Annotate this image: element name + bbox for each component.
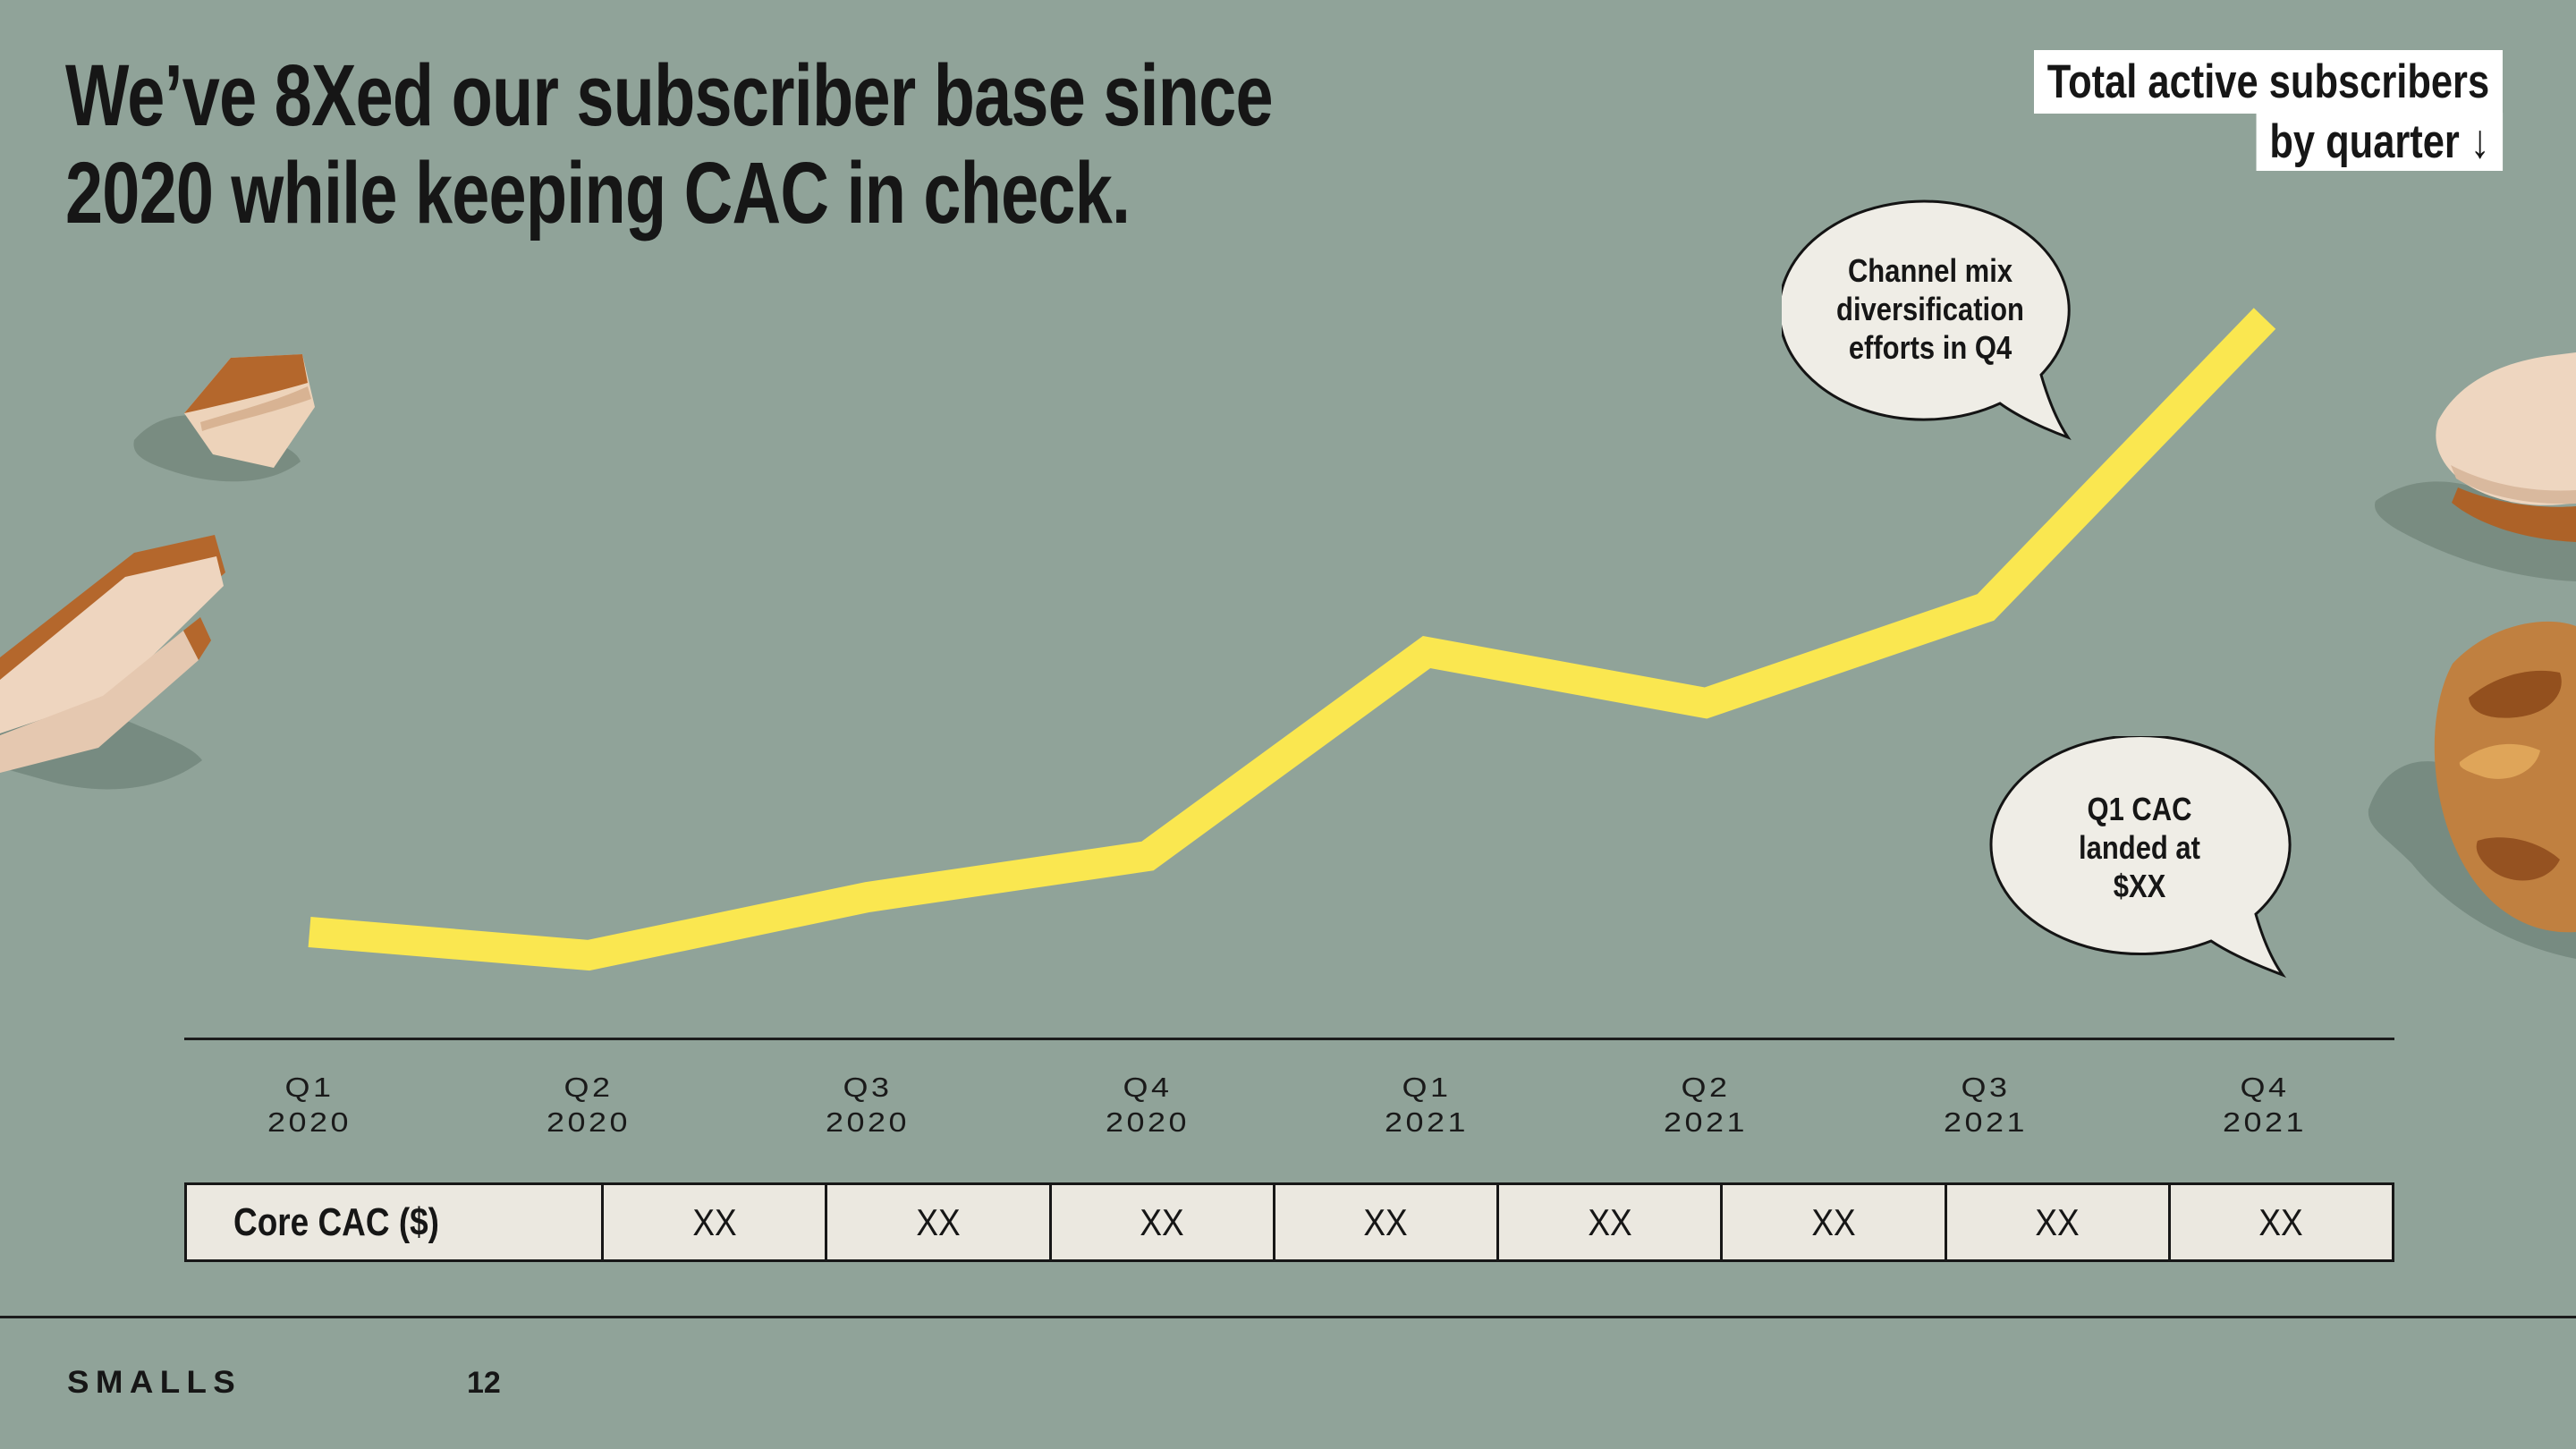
axis-quarter: Q4 [2240, 1072, 2290, 1103]
cac-value: XX [691, 1200, 737, 1243]
x-axis-label-q1-2020: Q1 2020 [267, 1070, 352, 1140]
speech-bubble-shape [1989, 736, 2292, 979]
footer-line [0, 1316, 2576, 1318]
chicken-photo-top-left [133, 354, 315, 482]
cac-value: XX [2258, 1200, 2304, 1243]
brand-logo: SMALLS [67, 1365, 242, 1400]
chicken-photo-top-right [2375, 352, 2576, 581]
cac-value-cell-3: XX [1048, 1185, 1273, 1259]
cac-value: XX [916, 1200, 961, 1243]
axis-year: 2020 [547, 1106, 631, 1138]
x-axis-label-q3-2021: Q3 2021 [1944, 1070, 2028, 1140]
annotation-line: $XX [2113, 867, 2166, 904]
x-axis-label-q4-2021: Q4 2021 [2223, 1070, 2307, 1140]
chicken-photo-bottom-right [2368, 621, 2576, 959]
cac-value: XX [1587, 1200, 1632, 1243]
cac-value-cell-4: XX [1272, 1185, 1496, 1259]
axis-quarter: Q1 [1402, 1072, 1452, 1103]
page-title: We’ve 8Xed our subscriber base since 202… [65, 47, 1614, 242]
axis-year: 2021 [2223, 1106, 2307, 1138]
title-line-1: We’ve 8Xed our subscriber base since [65, 47, 1274, 144]
annotation-text-q1-cac: Q1 CAC landed at $XX [2009, 736, 2270, 958]
axis-quarter: Q2 [1681, 1072, 1731, 1103]
cac-value-cell-8: XX [2167, 1185, 2392, 1259]
chart-title-label: Total active subscribers by quarter ↓ [1931, 50, 2503, 171]
x-axis-line [184, 1038, 2394, 1040]
axis-year: 2021 [1664, 1106, 1748, 1138]
cac-row-label-cell: Core CAC ($) [187, 1185, 601, 1259]
annotation-bubble-q1-cac: Q1 CAC landed at $XX [1987, 736, 2292, 997]
x-axis-label-q4-2020: Q4 2020 [1106, 1070, 1190, 1140]
axis-quarter: Q3 [843, 1072, 893, 1103]
cac-value-cell-7: XX [1944, 1185, 2168, 1259]
axis-year: 2021 [1385, 1106, 1469, 1138]
x-axis-label-q3-2020: Q3 2020 [826, 1070, 910, 1140]
annotation-line: Channel mix [1847, 251, 2013, 289]
annotation-text-channel-mix: Channel mix diversification efforts in Q4 [1802, 198, 2058, 419]
page-number: 12 [467, 1366, 501, 1400]
axis-quarter: Q4 [1123, 1072, 1173, 1103]
axis-year: 2020 [1106, 1106, 1190, 1138]
cac-value-cell-1: XX [601, 1185, 825, 1259]
annotation-bubble-channel-mix: Channel mix diversification efforts in Q4 [1782, 198, 2079, 459]
axis-quarter: Q1 [284, 1072, 335, 1103]
axis-quarter: Q2 [564, 1072, 614, 1103]
x-axis-label-q2-2021: Q2 2021 [1664, 1070, 1748, 1140]
title-line-2: 2020 while keeping CAC in check. [65, 144, 1131, 242]
cac-value: XX [1363, 1200, 1409, 1243]
axis-year: 2020 [267, 1106, 352, 1138]
annotation-line: Q1 CAC [2087, 790, 2192, 827]
x-axis-labels: Q1 2020 Q2 2020 Q3 2020 Q4 2020 Q1 2021 Q2 2021 Q3 20… [0, 1070, 2576, 1150]
annotation-line: diversification [1836, 290, 2024, 327]
cac-value-cell-6: XX [1720, 1185, 1944, 1259]
x-axis-label-q2-2020: Q2 2020 [547, 1070, 631, 1140]
cac-value: XX [1811, 1200, 1856, 1243]
chicken-photo-bottom-left [0, 535, 225, 790]
cac-value: XX [2035, 1200, 2080, 1243]
axis-quarter: Q3 [1961, 1072, 2011, 1103]
cac-value-cell-2: XX [825, 1185, 1048, 1259]
cac-value-cell-5: XX [1496, 1185, 1720, 1259]
chart-title-line-1: Total active subscribers [2034, 50, 2503, 114]
axis-year: 2020 [826, 1106, 910, 1138]
speech-bubble-shape [1782, 199, 2072, 440]
annotation-line: efforts in Q4 [1848, 328, 2012, 366]
axis-year: 2021 [1944, 1106, 2028, 1138]
chart-title-line-2: by quarter ↓ [2256, 113, 2503, 171]
cac-row-label: Core CAC ($) [233, 1199, 439, 1244]
cac-table: Core CAC ($) XX XX XX XX XX XX XX XX [184, 1182, 2394, 1262]
x-axis-label-q1-2021: Q1 2021 [1385, 1070, 1469, 1140]
cac-value: XX [1140, 1200, 1184, 1243]
annotation-line: landed at [2079, 828, 2200, 866]
